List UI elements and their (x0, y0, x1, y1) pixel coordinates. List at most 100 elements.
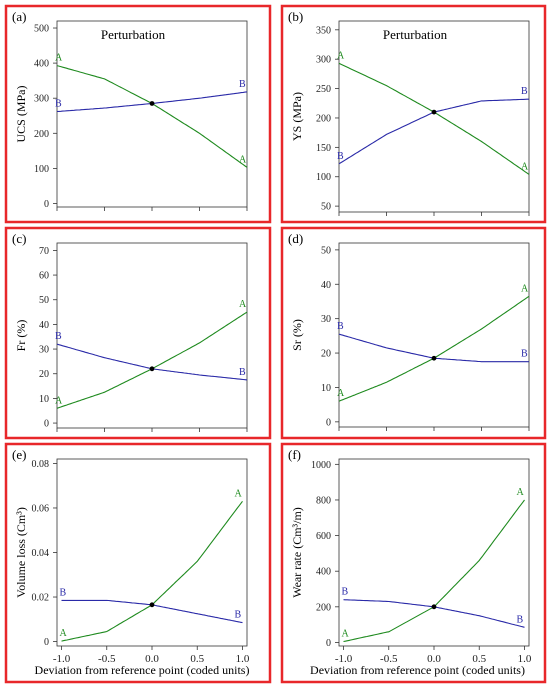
y-axis-label: Sr (%) (290, 319, 304, 351)
y-tick-label: 20 (39, 369, 49, 380)
series-label-B: B (342, 587, 349, 598)
y-tick-label: 0 (44, 637, 49, 648)
y-tick-label: 30 (321, 314, 331, 325)
chart-panel-5: (e) 0 0.02 0.04 0.06 0.08 -1.0 -0.5 0.0 0.5 1.0 Vol… (4, 442, 272, 684)
series-label-B: B (234, 610, 241, 621)
series-line-A (338, 62, 530, 175)
y-tick-label: 40 (39, 320, 49, 331)
y-tick-label: 500 (34, 24, 49, 35)
series-label-A: A (239, 154, 247, 165)
y-tick-label: 400 (316, 567, 331, 578)
series-label-A: A (55, 395, 63, 406)
panel-label: (c) (12, 231, 26, 246)
y-axis-label: Wear rate (Cm³/m) (290, 507, 304, 598)
x-tick-label: 0.0 (145, 653, 159, 665)
y-tick-label: 800 (316, 495, 331, 506)
y-tick-label: 0 (326, 417, 331, 428)
plot-area (338, 242, 530, 428)
series-line-A (56, 311, 248, 409)
y-axis-label: UCS (MPa) (14, 85, 28, 142)
y-tick-label: 200 (316, 602, 331, 613)
series-label-A: A (239, 299, 247, 310)
y-tick-label: 600 (316, 531, 331, 542)
y-tick-label: 10 (39, 394, 49, 405)
y-tick-label: 40 (321, 280, 331, 291)
series-label-B: B (55, 331, 62, 342)
x-tick-label: -1.0 (53, 653, 71, 665)
panel-label: (e) (12, 447, 26, 462)
panel-label: (f) (288, 447, 301, 462)
panel-label: (a) (12, 9, 26, 24)
panel-frame (280, 4, 547, 224)
chart-panel-6: (f) 0 200 400 600 800 1000 -1.0 -0.5 0.0 0.5 1.0 Wea… (280, 442, 547, 684)
y-tick-label: 10 (321, 383, 331, 394)
y-tick-label: 60 (39, 271, 49, 282)
series-line-A (338, 295, 530, 402)
y-tick-label: 50 (39, 295, 49, 306)
series-line-B (56, 343, 248, 381)
series-line-A (61, 500, 243, 642)
y-tick-label: 0.04 (32, 548, 50, 559)
y-tick-label: 200 (316, 113, 331, 124)
y-tick-label: 50 (321, 245, 331, 256)
x-tick-label: -1.0 (335, 653, 353, 665)
y-tick-label: 100 (316, 172, 331, 183)
y-axis-label: Volume loss (Cm³) (14, 507, 28, 598)
panel-label: (b) (288, 9, 303, 24)
panel-frame (4, 442, 272, 684)
x-tick-label: 0.0 (427, 653, 441, 665)
chart-title: Perturbation (383, 27, 448, 42)
series-label-B: B (55, 99, 62, 110)
series-label-B: B (239, 367, 246, 378)
y-tick-label: 250 (316, 84, 331, 95)
x-tick-label: -0.5 (98, 653, 116, 665)
y-axis-label: Fr (%) (14, 320, 28, 352)
panel-label: (d) (288, 231, 303, 246)
y-tick-label: 50 (321, 202, 331, 213)
y-tick-label: 0 (326, 638, 331, 649)
x-tick-label: 0.5 (190, 653, 204, 665)
panel-frame (4, 4, 272, 224)
plot-area (338, 458, 530, 647)
series-label-A: A (337, 388, 345, 399)
y-tick-label: 400 (34, 59, 49, 70)
x-tick-label: -0.5 (380, 653, 398, 665)
y-tick-label: 30 (39, 345, 49, 356)
x-tick-label: 1.0 (518, 653, 532, 665)
series-label-A: A (55, 53, 63, 64)
chart-panel-3: (c) 0 10 20 30 40 50 60 70 Fr (%) A A B B (4, 226, 272, 440)
y-tick-label: 0 (44, 199, 49, 210)
center-point (431, 604, 437, 610)
y-tick-label: 0.06 (32, 503, 50, 514)
panel-frame (280, 442, 547, 684)
y-tick-label: 70 (39, 246, 49, 257)
y-tick-label: 150 (316, 143, 331, 154)
center-point (149, 101, 155, 106)
x-tick-label: 1.0 (236, 653, 250, 665)
series-line-B (343, 599, 525, 628)
x-axis-label: Deviation from reference point (coded un… (310, 663, 525, 677)
center-point (149, 602, 155, 608)
series-label-A: A (234, 488, 242, 499)
series-label-A: A (60, 628, 68, 639)
y-tick-label: 100 (34, 164, 49, 175)
series-label-B: B (337, 151, 344, 162)
y-tick-label: 300 (316, 55, 331, 66)
chart-panel-4: (d) 0 10 20 30 40 50 Sr (%) A A B B (280, 226, 547, 440)
series-label-B: B (521, 86, 528, 97)
series-label-B: B (337, 321, 344, 332)
y-tick-label: 200 (34, 129, 49, 140)
chart-panel-1: (a) Perturbation 0 100 200 300 400 500 UCS (MPa)… (4, 4, 272, 224)
y-tick-label: 0.02 (32, 593, 50, 604)
chart-title: Perturbation (101, 27, 166, 42)
x-tick-label: 0.5 (472, 653, 486, 665)
y-axis-label: YS (MPa) (290, 92, 304, 141)
series-label-A: A (342, 629, 350, 640)
series-line-A (56, 65, 248, 168)
plot-area (338, 20, 530, 213)
y-tick-label: 0 (44, 419, 49, 430)
series-label-B: B (521, 349, 528, 360)
y-tick-label: 300 (34, 94, 49, 105)
plot-area (56, 20, 248, 208)
